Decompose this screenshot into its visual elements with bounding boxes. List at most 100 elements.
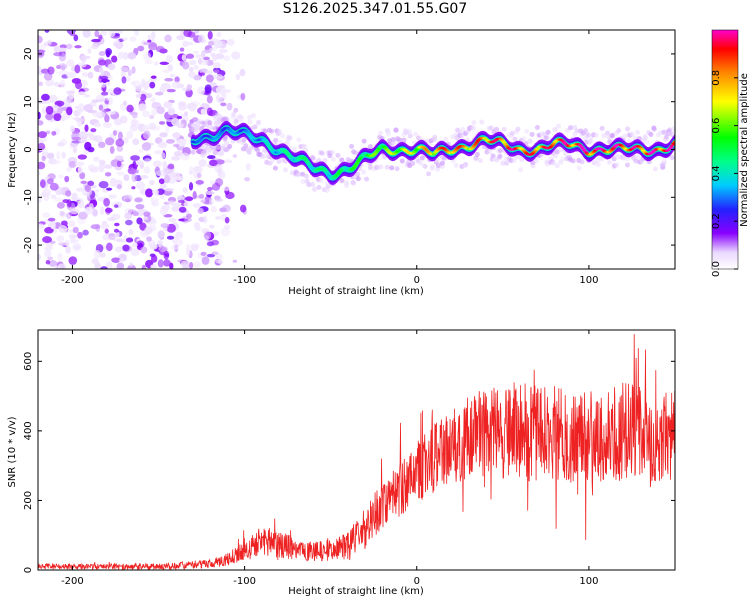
spectrogram-noise-blob — [215, 216, 222, 220]
spectrogram-noise-blob — [150, 197, 159, 203]
spectrogram-noise-blob — [168, 218, 177, 223]
spectrogram-noise-blob — [100, 91, 109, 96]
spectrogram-noise-blob — [182, 187, 188, 193]
spectrogram-noise-blob — [160, 223, 170, 228]
spectrogram-noise-blob — [105, 97, 114, 101]
spectrogram-noise-blob — [59, 79, 66, 88]
spectrogram-noise-blob — [60, 116, 66, 122]
spectrogram-noise-blob — [159, 61, 170, 65]
spectrogram-noise-blob — [188, 66, 194, 73]
spectrogram-noise-blob — [38, 161, 46, 170]
spectrogram-noise-blob — [151, 219, 158, 225]
spectrogram-noise-blob — [232, 154, 238, 158]
spectrogram-noise-blob — [106, 242, 113, 252]
spectrogram-noise-blob — [90, 224, 101, 230]
spectrogram-halo-blob — [471, 125, 477, 131]
spectrogram-noise-blob — [105, 207, 113, 213]
spectrogram-halo-blob — [213, 116, 219, 122]
spectrogram-noise-blob — [206, 95, 213, 104]
spectrogram-noise-blob — [68, 256, 78, 265]
spectrogram-noise-blob — [111, 257, 121, 263]
spectrogram-noise-blob — [203, 230, 212, 240]
spectrogram-noise-blob — [73, 34, 79, 42]
spectrogram-noise-blob — [173, 176, 183, 181]
spectrogram-noise-blob — [97, 98, 106, 102]
spectrogram-noise-blob — [99, 252, 106, 258]
spectrogram-halo-blob — [197, 118, 203, 124]
spectrogram-noise-blob — [92, 111, 103, 118]
spectrogram-noise-blob — [206, 70, 213, 75]
spectrogram-noise-blob — [162, 69, 170, 74]
spectrogram-halo-blob — [364, 176, 370, 182]
spectrogram-noise-blob — [98, 67, 104, 74]
spectrogram-noise-blob — [72, 146, 78, 154]
spectrogram-noise-blob — [163, 175, 171, 184]
spectrogram-xtick-label: -200 — [61, 275, 84, 286]
spectrogram-noise-blob — [74, 64, 81, 74]
spectrogram-noise-blob — [136, 240, 145, 248]
spectrogram-noise-blob — [211, 182, 221, 191]
spectrogram-halo-blob — [324, 187, 330, 193]
spectrogram-ridge-segment — [502, 141, 507, 144]
spectrogram-noise-blob — [38, 43, 47, 50]
spectrogram-halo-blob — [645, 139, 651, 145]
spectrogram-noise-blob — [239, 204, 247, 213]
spectrogram-halo-blob — [344, 180, 350, 186]
spectrogram-halo-blob — [300, 179, 306, 185]
spectrogram-noise-blob — [171, 81, 182, 89]
spectrogram-noise-blob — [159, 132, 168, 138]
spectrogram-noise-blob — [215, 198, 223, 202]
spectrogram-noise-blob — [118, 30, 123, 34]
spectrogram-noise-blob — [134, 30, 140, 36]
spectrogram-noise-blob — [173, 150, 183, 157]
spectrogram-halo-blob — [385, 131, 391, 137]
spectrogram-halo-blob — [384, 164, 390, 170]
spectrogram-noise-blob — [144, 157, 152, 164]
spectrogram-noise-blob — [142, 124, 153, 130]
spectrogram-halo-blob — [521, 136, 527, 142]
spectrogram-noise-blob — [222, 55, 231, 61]
spectrogram-ridge-segment — [266, 144, 271, 147]
spectrogram-halo-blob — [439, 164, 445, 170]
spectrogram-halo-blob — [477, 158, 483, 164]
spectrogram-noise-blob — [113, 204, 119, 208]
spectrogram-noise-blob — [142, 130, 151, 140]
spectrogram-noise-blob — [186, 84, 193, 90]
spectrogram-noise-blob — [167, 163, 175, 170]
spectrogram-noise-blob — [45, 105, 54, 115]
spectrogram-halo-blob — [233, 107, 239, 113]
colorbar-tick-label: 0.6 — [711, 118, 722, 134]
spectrogram-halo-blob — [256, 119, 262, 125]
spectrogram-noise-blob — [158, 240, 163, 248]
spectrogram-noise-blob — [132, 138, 140, 146]
spectrogram-noise-blob — [38, 170, 41, 176]
spectrogram-halo-blob — [397, 137, 403, 143]
spectrogram-noise-blob — [158, 245, 169, 253]
spectrogram-noise-blob — [231, 51, 241, 60]
colorbar-tick-label: 0.4 — [711, 165, 722, 181]
snr-xtick-label: -100 — [233, 576, 256, 587]
spectrogram-halo-blob — [500, 160, 506, 166]
spectrogram-halo-blob — [667, 127, 673, 133]
colorbar-ticks: 0.0 0.2 0.4 0.6 0.8 — [711, 70, 738, 277]
spectrogram-noise-blob — [157, 142, 168, 149]
spectrogram-noise-blob — [120, 70, 126, 79]
spectrogram-noise-blob — [240, 92, 246, 101]
colorbar-tick-label: 0.0 — [711, 261, 722, 277]
spectrogram-ridge-segment — [325, 172, 331, 175]
spectrogram-noise-blob — [44, 227, 54, 234]
spectrogram-noise-blob — [122, 100, 128, 106]
spectrogram-halo-blob — [378, 164, 384, 170]
spectrogram-halo-blob — [588, 138, 594, 144]
spectrogram-noise-blob — [90, 184, 97, 189]
spectrogram-ytick-label: 0 — [23, 146, 34, 152]
spectrogram-ridge-segment — [265, 142, 270, 145]
spectrogram-noise-blob — [138, 149, 144, 153]
spectrogram-noise-blob — [53, 113, 62, 122]
spectrogram-halo-blob — [339, 157, 345, 163]
snr-axes: -200 -100 0 100 0 200 400 600 — [23, 330, 675, 587]
spectrogram-noise-blob — [166, 200, 176, 205]
spectrogram-noise-blob — [106, 75, 113, 81]
colorbar: 0.0 0.2 0.4 0.6 0.8 Normalized spectral ampl… — [711, 29, 750, 277]
